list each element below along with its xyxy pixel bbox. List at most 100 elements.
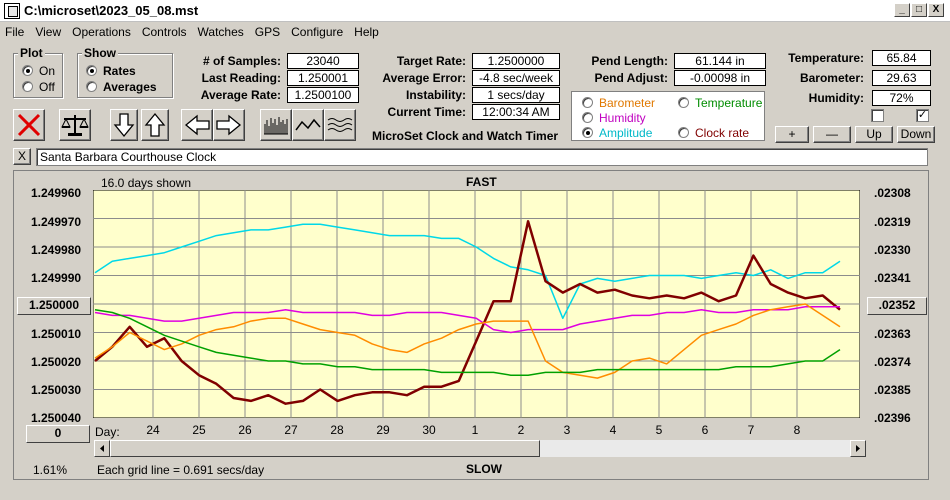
pend-adjust-label: Pend Adjust: bbox=[594, 71, 668, 85]
x-tick-label: 1 bbox=[472, 423, 479, 437]
clock-name-input[interactable]: Santa Barbara Courthouse Clock bbox=[36, 148, 928, 166]
close-clock-button[interactable]: X bbox=[13, 148, 31, 165]
rate-chart[interactable] bbox=[93, 190, 860, 418]
target-rate-field: 1.2500000 bbox=[472, 53, 560, 69]
scroll-right-arrow[interactable] bbox=[850, 440, 866, 457]
y-left-tick: 1.250030 bbox=[31, 383, 82, 397]
x-tick-label: 28 bbox=[330, 423, 344, 437]
y-right-tick: .02385 bbox=[874, 383, 911, 397]
arrow-left-button[interactable] bbox=[181, 109, 213, 141]
y-left-tick: 1.249960 bbox=[31, 186, 82, 200]
clock-rate-radio[interactable] bbox=[678, 127, 689, 138]
menu-controls[interactable]: Controls bbox=[141, 25, 187, 39]
plot-off-label: Off bbox=[39, 80, 55, 94]
y-left-tick: 1.250020 bbox=[31, 355, 82, 369]
app-caption: MicroSet Clock and Watch Timer bbox=[372, 129, 559, 143]
arrow-right-button[interactable] bbox=[213, 109, 245, 141]
show-rates-label: Rates bbox=[103, 64, 136, 78]
x-tick-label: 27 bbox=[284, 423, 298, 437]
x-tick-label: 26 bbox=[238, 423, 252, 437]
arrow-down-button[interactable] bbox=[110, 109, 138, 141]
show-averages-radio[interactable] bbox=[86, 81, 97, 92]
menu-help[interactable]: Help bbox=[354, 25, 379, 39]
series-humidity bbox=[94, 306, 840, 334]
y-right-tick: .02363 bbox=[874, 327, 911, 341]
pend-length-label: Pend Length: bbox=[591, 54, 668, 68]
average-rate-field: 1.2500100 bbox=[287, 87, 359, 103]
target-rate-label: Target Rate: bbox=[396, 54, 466, 68]
humidity-radio[interactable] bbox=[582, 112, 593, 123]
x-tick-label: 2 bbox=[518, 423, 525, 437]
x-tick-label: 4 bbox=[610, 423, 617, 437]
x-icon bbox=[17, 113, 41, 137]
time-scrollbar[interactable] bbox=[94, 440, 866, 457]
barometer-option: Barometer bbox=[599, 96, 656, 110]
zero-button[interactable]: 0 bbox=[26, 425, 90, 443]
y-left-tick: 1.249990 bbox=[31, 271, 82, 285]
menu-watches[interactable]: Watches bbox=[197, 25, 244, 39]
maximize-button[interactable]: □ bbox=[911, 3, 927, 17]
plot-on-radio[interactable] bbox=[22, 65, 33, 76]
average-error-field: -4.8 sec/week bbox=[472, 70, 560, 86]
stop-button[interactable] bbox=[13, 109, 45, 141]
y-left-tick: 1.249970 bbox=[31, 215, 82, 229]
samples-field: 23040 bbox=[287, 53, 359, 69]
menu-operations[interactable]: Operations bbox=[72, 25, 131, 39]
average-rate-label: Average Rate: bbox=[200, 88, 281, 102]
show-group bbox=[77, 53, 173, 98]
zoom-out-button[interactable]: — bbox=[813, 126, 851, 143]
last-reading-label: Last Reading: bbox=[201, 71, 281, 85]
humidity-label: Humidity: bbox=[808, 91, 864, 105]
instability-label: Instability: bbox=[405, 88, 466, 102]
arrow-right-icon bbox=[216, 114, 242, 136]
checkbox-left[interactable] bbox=[871, 109, 884, 122]
fast-label: FAST bbox=[466, 175, 497, 189]
x-tick-label: 5 bbox=[656, 423, 663, 437]
x-axis: 24 25 26 27 28 29 30 1 2 3 4 5 6 7 8 bbox=[146, 423, 801, 437]
temperature-field: 65.84 bbox=[872, 50, 931, 66]
plot-off-radio[interactable] bbox=[22, 81, 33, 92]
wave-view-button[interactable] bbox=[324, 109, 356, 141]
menu-view[interactable]: View bbox=[35, 25, 62, 39]
barometer-radio[interactable] bbox=[582, 97, 593, 108]
scroll-thumb[interactable] bbox=[110, 440, 540, 457]
center-rate-button[interactable]: 1.250000 bbox=[17, 297, 91, 315]
app-icon[interactable] bbox=[4, 3, 20, 19]
series-clock-rate bbox=[94, 220, 841, 405]
scroll-left-arrow[interactable] bbox=[94, 440, 110, 457]
series-barometer bbox=[94, 303, 841, 379]
y-right-tick: .02396 bbox=[874, 411, 911, 425]
last-reading-field: 1.250001 bbox=[287, 70, 359, 86]
balance-button[interactable] bbox=[59, 109, 91, 141]
title-bar: C:\microset\2023_05_08.mst _ □ X bbox=[0, 0, 950, 22]
balance-scale-icon bbox=[61, 115, 89, 136]
menu-bar: File View Operations Controls Watches GPS Conf… bbox=[0, 22, 950, 42]
scroll-up-button[interactable]: Up bbox=[855, 126, 893, 143]
temperature-radio[interactable] bbox=[678, 97, 689, 108]
slow-label: SLOW bbox=[466, 462, 502, 476]
humidity-option: Humidity bbox=[599, 111, 646, 125]
checkbox-right[interactable]: ✓ bbox=[916, 109, 929, 122]
y-right-tick: .02330 bbox=[874, 243, 911, 257]
arrow-up-button[interactable] bbox=[141, 109, 169, 141]
x-tick-label: 8 bbox=[794, 423, 801, 437]
scroll-down-button[interactable]: Down bbox=[897, 126, 935, 143]
line-view-button[interactable] bbox=[292, 109, 324, 141]
amplitude-option: Amplitude bbox=[599, 126, 653, 140]
minimize-button[interactable]: _ bbox=[894, 3, 910, 17]
series-amplitude bbox=[94, 223, 841, 320]
menu-file[interactable]: File bbox=[5, 25, 25, 39]
menu-gps[interactable]: GPS bbox=[254, 25, 281, 39]
bars-view-button[interactable] bbox=[260, 109, 292, 141]
menu-configure[interactable]: Configure bbox=[291, 25, 344, 39]
center-amplitude-button[interactable]: .02352 bbox=[867, 297, 927, 315]
y-right-tick: .02341 bbox=[874, 271, 911, 285]
show-rates-radio[interactable] bbox=[86, 65, 97, 76]
close-window-button[interactable]: X bbox=[928, 3, 944, 17]
x-tick-label: 29 bbox=[376, 423, 390, 437]
amplitude-radio[interactable] bbox=[582, 127, 593, 138]
temperature-option: Temperature bbox=[695, 96, 763, 110]
grid-note: Each grid line = 0.691 secs/day bbox=[97, 463, 265, 477]
x-tick-label: 30 bbox=[422, 423, 436, 437]
zoom-in-button[interactable]: + bbox=[775, 126, 809, 143]
